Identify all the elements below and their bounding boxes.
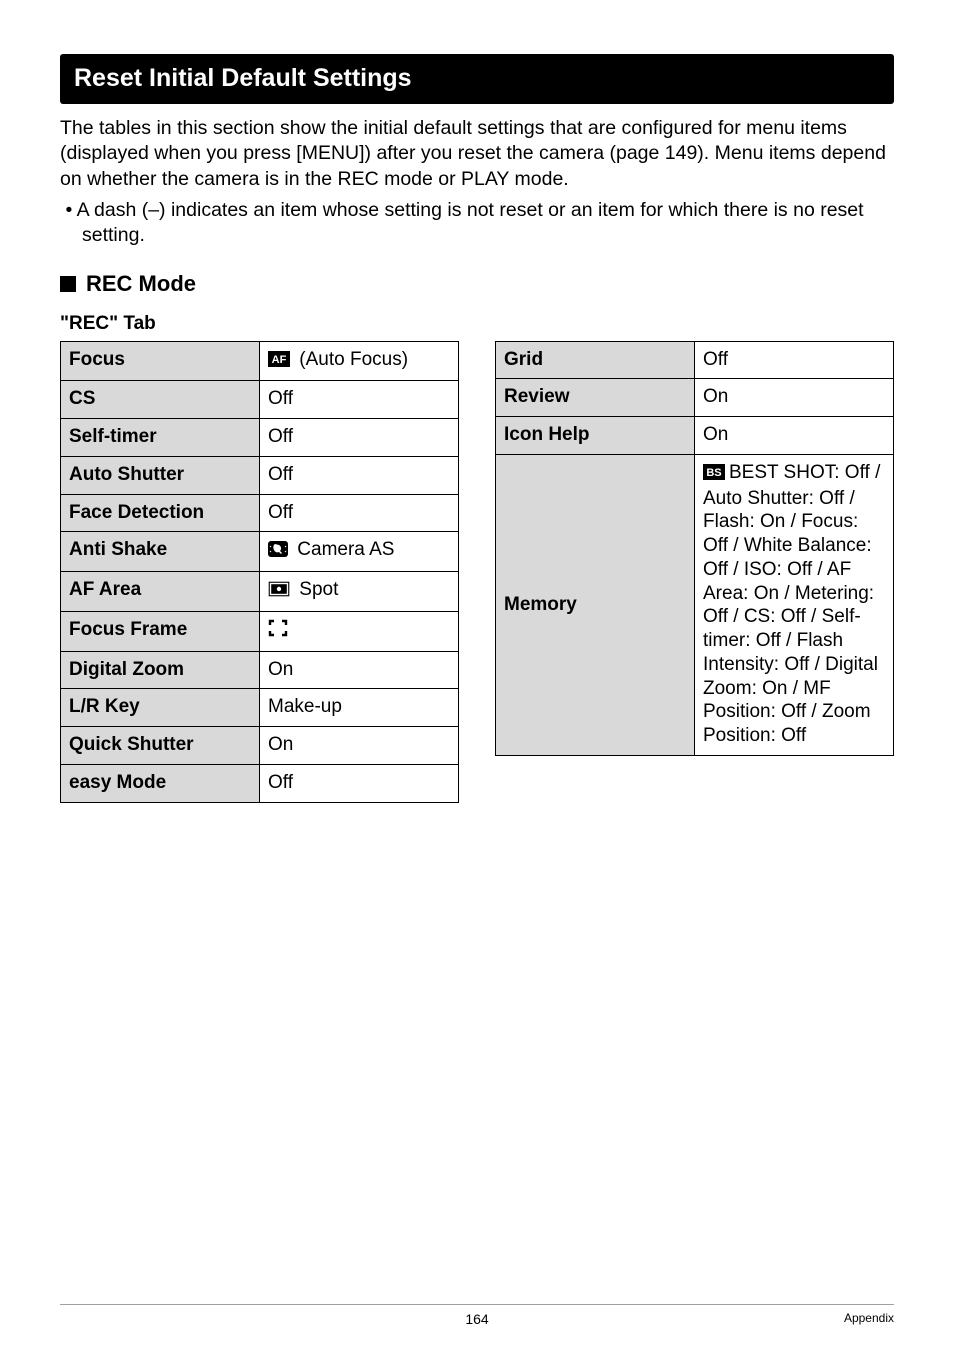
- rec-tab-label: "REC" Tab: [60, 313, 894, 335]
- cell-key: Self-timer: [61, 419, 260, 457]
- table-row: CSOff: [61, 381, 459, 419]
- memory-rest: Off / Auto Shutter: Off / Flash: On / Fo…: [703, 462, 880, 746]
- cell-val: Off: [260, 381, 459, 419]
- right-table: GridOff ReviewOn Icon HelpOn Memory BS B…: [495, 341, 894, 756]
- footer-section: Appendix: [844, 1311, 894, 1325]
- table-row: L/R KeyMake-up: [61, 689, 459, 727]
- table-row: Auto ShutterOff: [61, 456, 459, 494]
- cell-key: Focus: [61, 341, 260, 381]
- cell-val: Off: [260, 456, 459, 494]
- cell-key: AF Area: [61, 572, 260, 612]
- table-row: easy ModeOff: [61, 764, 459, 802]
- cell-key: Digital Zoom: [61, 651, 260, 689]
- cell-key: Face Detection: [61, 494, 260, 532]
- cell-val: On: [260, 727, 459, 765]
- table-row: ReviewOn: [496, 379, 894, 417]
- table-row: Memory BS BEST SHOT: Off / Auto Shutter:…: [496, 454, 894, 755]
- cell-val: On: [695, 417, 894, 455]
- svg-text:AF: AF: [272, 354, 287, 366]
- cell-val-text: (Auto Focus): [299, 349, 408, 370]
- cell-key: Focus Frame: [61, 611, 260, 651]
- cell-val: Camera AS: [260, 532, 459, 572]
- focus-frame-icon: [268, 619, 288, 644]
- cell-key: Anti Shake: [61, 532, 260, 572]
- cell-val-text: Spot: [299, 579, 338, 600]
- heading-square-icon: [60, 276, 76, 292]
- rec-mode-heading: REC Mode: [60, 271, 894, 297]
- tables-container: Focus AF (Auto Focus) CSOff Self-timerOf…: [60, 341, 894, 803]
- cell-val: Off: [260, 494, 459, 532]
- cell-key: Quick Shutter: [61, 727, 260, 765]
- table-row: GridOff: [496, 341, 894, 379]
- cell-val-text: Camera AS: [297, 539, 394, 560]
- page-footer: 164 Appendix: [60, 1304, 894, 1327]
- cell-key: Review: [496, 379, 695, 417]
- left-table: Focus AF (Auto Focus) CSOff Self-timerOf…: [60, 341, 459, 803]
- table-row: Anti Shake Camera AS: [61, 532, 459, 572]
- page-number: 164: [465, 1311, 488, 1327]
- section-header: Reset Initial Default Settings: [60, 54, 894, 104]
- cell-key: L/R Key: [61, 689, 260, 727]
- cell-val: Make-up: [260, 689, 459, 727]
- cell-val: Off: [695, 341, 894, 379]
- table-row: Quick ShutterOn: [61, 727, 459, 765]
- af-icon: AF: [268, 350, 290, 374]
- svg-text:BS: BS: [706, 467, 721, 479]
- intro-paragraph: The tables in this section show the init…: [60, 116, 894, 192]
- cell-val: Off: [260, 419, 459, 457]
- cell-val: Off: [260, 764, 459, 802]
- table-row: Face DetectionOff: [61, 494, 459, 532]
- cell-key: Auto Shutter: [61, 456, 260, 494]
- bs-icon: BS: [703, 463, 725, 487]
- cell-val: BS BEST SHOT: Off / Auto Shutter: Off / …: [695, 454, 894, 755]
- cell-key: CS: [61, 381, 260, 419]
- anti-shake-icon: [268, 540, 288, 564]
- table-row: Icon HelpOn: [496, 417, 894, 455]
- table-row: Digital ZoomOn: [61, 651, 459, 689]
- cell-key: Memory: [496, 454, 695, 755]
- memory-lead: BEST SHOT:: [729, 462, 840, 483]
- cell-key: Icon Help: [496, 417, 695, 455]
- cell-val: Spot: [260, 572, 459, 612]
- cell-val: On: [695, 379, 894, 417]
- cell-key: easy Mode: [61, 764, 260, 802]
- intro-bullet: • A dash (–) indicates an item whose set…: [60, 198, 894, 249]
- cell-val: [260, 611, 459, 651]
- cell-val: On: [260, 651, 459, 689]
- table-row: Self-timerOff: [61, 419, 459, 457]
- cell-val: AF (Auto Focus): [260, 341, 459, 381]
- table-row: Focus AF (Auto Focus): [61, 341, 459, 381]
- table-row: Focus Frame: [61, 611, 459, 651]
- rec-mode-heading-text: REC Mode: [86, 271, 196, 297]
- section-title: Reset Initial Default Settings: [74, 64, 412, 92]
- table-row: AF Area Spot: [61, 572, 459, 612]
- spot-icon: [268, 580, 290, 604]
- cell-key: Grid: [496, 341, 695, 379]
